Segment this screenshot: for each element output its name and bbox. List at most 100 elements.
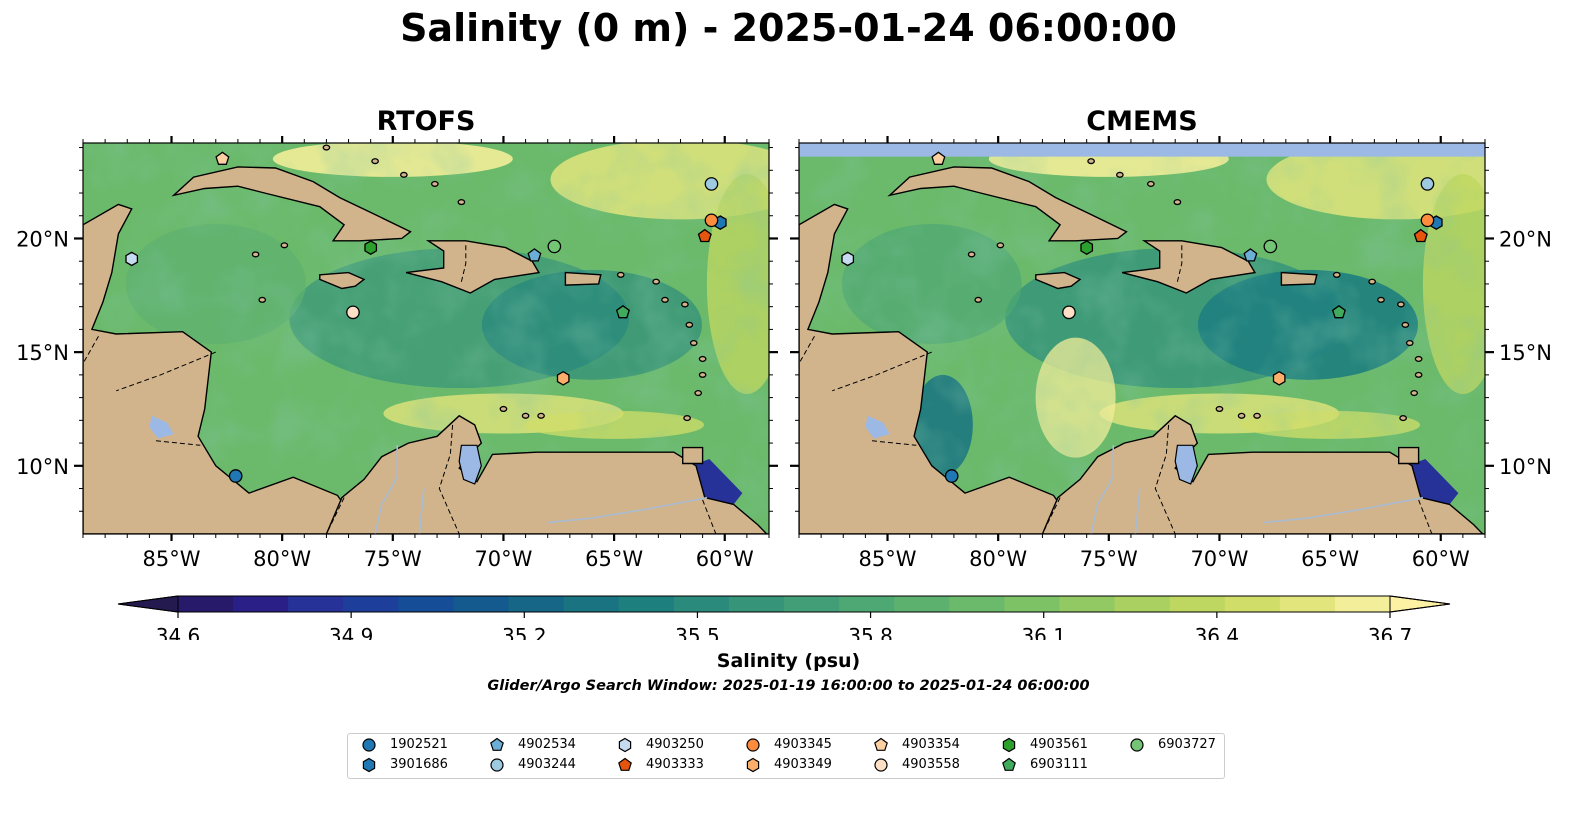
legend-marker-hexagon-icon (1002, 737, 1016, 753)
x-tick-label: 80°W (253, 547, 311, 571)
panel-title-cmems: CMEMS (1086, 106, 1198, 137)
float-marker-4903244 (704, 177, 719, 191)
legend-marker-hexagon-icon (746, 757, 760, 773)
x-tick-label: 85°W (143, 547, 201, 571)
panel-frame (82, 142, 770, 535)
small-island (537, 412, 545, 419)
legend-label: 4903250 (646, 737, 704, 752)
legend-label: 6903111 (1030, 757, 1088, 772)
small-island (1414, 355, 1423, 363)
legend-label: 1902521 (390, 737, 448, 752)
small-island (1377, 296, 1385, 303)
small-island (1147, 180, 1155, 187)
colorbar-extend-high (1389, 595, 1451, 613)
colorbar-bin (784, 596, 840, 612)
x-tick-label: 60°W (696, 547, 754, 571)
country-border (438, 424, 460, 534)
legend-label: 4903349 (774, 757, 832, 772)
river (1134, 488, 1141, 534)
colorbar-bin (673, 596, 730, 612)
legend-marker-circle-icon (490, 758, 504, 772)
float-marker-4903349 (556, 370, 570, 386)
lake-maracaibo (1174, 444, 1198, 485)
small-island (457, 199, 466, 206)
small-island (967, 251, 976, 258)
x-tick-label: 70°W (1190, 547, 1248, 571)
colorbar-bin (894, 596, 950, 612)
small-island (698, 355, 707, 363)
small-island (1410, 390, 1419, 397)
land-southam (1041, 414, 1485, 534)
float-marker-4903244 (1420, 177, 1435, 191)
x-tick-label: 65°W (1301, 547, 1359, 571)
y-tick-label: 20°N (1499, 227, 1552, 251)
y-tick-label: 15°N (16, 341, 69, 365)
legend-marker-hexagon-icon (618, 737, 632, 753)
land-cuba (887, 166, 1128, 242)
float-marker-4903354 (931, 151, 946, 165)
legend-marker-pentagon-icon (874, 737, 888, 751)
small-island (689, 339, 698, 347)
colorbar-bin (453, 596, 510, 612)
x-tick-label: 75°W (364, 547, 422, 571)
land-trinidad (682, 446, 704, 465)
legend-marker-circle-icon (362, 738, 376, 752)
float-marker-6903727 (1263, 239, 1278, 254)
land-cuba (171, 166, 412, 242)
land-jamaica (1035, 271, 1082, 290)
river (1263, 496, 1424, 524)
legend-label: 3901686 (390, 757, 448, 772)
small-island (1405, 339, 1414, 347)
colorbar-bin (343, 596, 399, 612)
map-panel-rtofs: 85°W 80°W 75°W 70°W 65°W 60°W 20°N 15°N 10°N (16, 136, 778, 571)
x-tick-label: 80°W (969, 547, 1027, 571)
salinity-colorbar: 34.6 34.9 35.2 35.5 35.8 36.1 36.4 36.7 (117, 595, 1451, 640)
land-jamaica (319, 271, 366, 290)
search-window-note: Glider/Argo Search Window: 2025-01-19 16… (487, 678, 1090, 694)
figure-title: Salinity (0 m) - 2025-01-24 06:00:00 (400, 6, 1177, 50)
small-island (652, 278, 660, 285)
panel-frame (798, 142, 1486, 535)
float-marker-4903561 (1080, 240, 1094, 255)
y-tick-label: 15°N (1499, 341, 1552, 365)
colorbar-bin (288, 596, 344, 612)
float-marker-4903250 (125, 251, 139, 267)
legend-label: 6903727 (1158, 737, 1216, 752)
map-panel-cmems: 85°W 80°W 75°W 70°W 65°W 60°W 20°N 15°N 10°N (790, 136, 1552, 571)
float-marker-4903333 (697, 228, 712, 243)
country-border (460, 245, 467, 282)
river (1090, 445, 1114, 534)
small-island (1087, 158, 1095, 165)
small-island (685, 321, 694, 328)
legend-label: 4903333 (646, 757, 704, 772)
small-island (1237, 412, 1246, 419)
small-island (694, 390, 703, 397)
x-tick-label: 70°W (474, 547, 532, 571)
legend-marker-pentagon-icon (490, 737, 504, 751)
country-border (1176, 245, 1183, 282)
float-marker-1902521 (228, 469, 243, 483)
colorbar-tick-label: 34.6 (156, 624, 201, 640)
small-island (258, 296, 267, 303)
small-island (1332, 271, 1341, 278)
land-trinidad (1397, 446, 1420, 465)
colorbar-bin (178, 596, 234, 612)
land-hispaniola (1121, 240, 1257, 294)
legend-marker-pentagon-icon (618, 757, 632, 771)
small-island (280, 242, 289, 249)
small-island (1215, 405, 1224, 413)
country-border (328, 497, 345, 530)
lake-nicaragua (149, 415, 174, 439)
y-tick-label: 10°N (1499, 455, 1552, 479)
lake-maracaibo (458, 444, 482, 485)
land-puertorico (1280, 271, 1318, 286)
small-island (661, 296, 669, 303)
float-marker-4903558 (1062, 305, 1076, 320)
small-island (1173, 199, 1182, 206)
country-border (702, 499, 717, 534)
colorbar-bin (839, 596, 895, 612)
legend-marker-circle-icon (874, 758, 888, 772)
float-marker-4903250 (841, 251, 855, 267)
y-tick-label: 20°N (16, 227, 69, 251)
colorbar-bin (1169, 596, 1226, 612)
